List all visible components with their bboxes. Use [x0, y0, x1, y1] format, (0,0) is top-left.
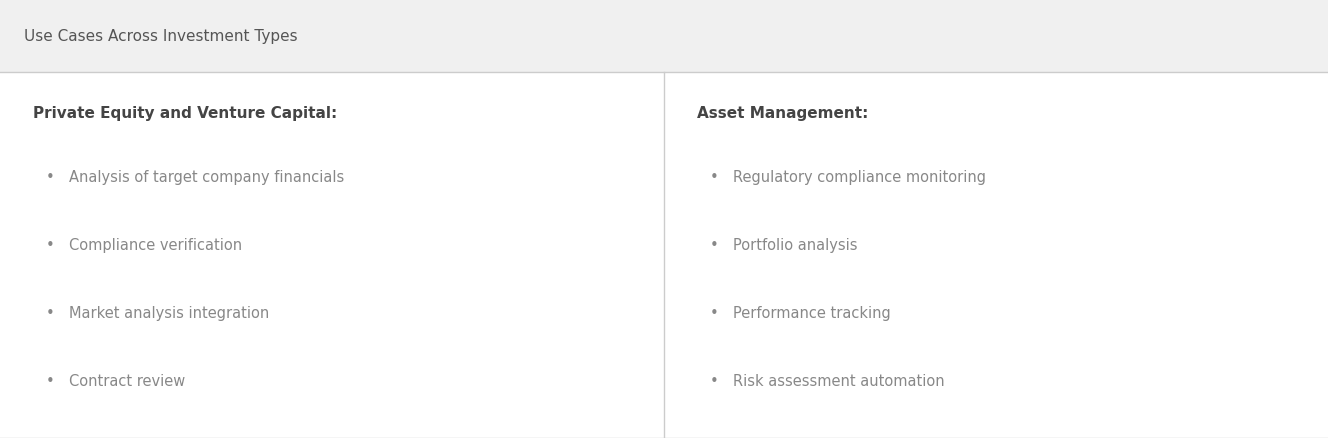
Text: Private Equity and Venture Capital:: Private Equity and Venture Capital: [33, 106, 337, 121]
Text: Performance tracking: Performance tracking [733, 306, 891, 321]
Text: •: • [710, 238, 718, 253]
Text: •: • [46, 170, 54, 185]
Text: •: • [710, 306, 718, 321]
Text: •: • [46, 374, 54, 389]
Text: Portfolio analysis: Portfolio analysis [733, 238, 858, 253]
Text: •: • [710, 374, 718, 389]
Text: Risk assessment automation: Risk assessment automation [733, 374, 944, 389]
Text: Contract review: Contract review [69, 374, 186, 389]
Text: •: • [46, 238, 54, 253]
Text: Use Cases Across Investment Types: Use Cases Across Investment Types [24, 28, 297, 44]
Text: Asset Management:: Asset Management: [697, 106, 869, 121]
Text: Analysis of target company financials: Analysis of target company financials [69, 170, 344, 185]
FancyBboxPatch shape [0, 72, 1328, 438]
Text: •: • [46, 306, 54, 321]
Text: Market analysis integration: Market analysis integration [69, 306, 270, 321]
Text: Regulatory compliance monitoring: Regulatory compliance monitoring [733, 170, 987, 185]
Text: •: • [710, 170, 718, 185]
Text: Compliance verification: Compliance verification [69, 238, 242, 253]
FancyBboxPatch shape [0, 0, 1328, 72]
